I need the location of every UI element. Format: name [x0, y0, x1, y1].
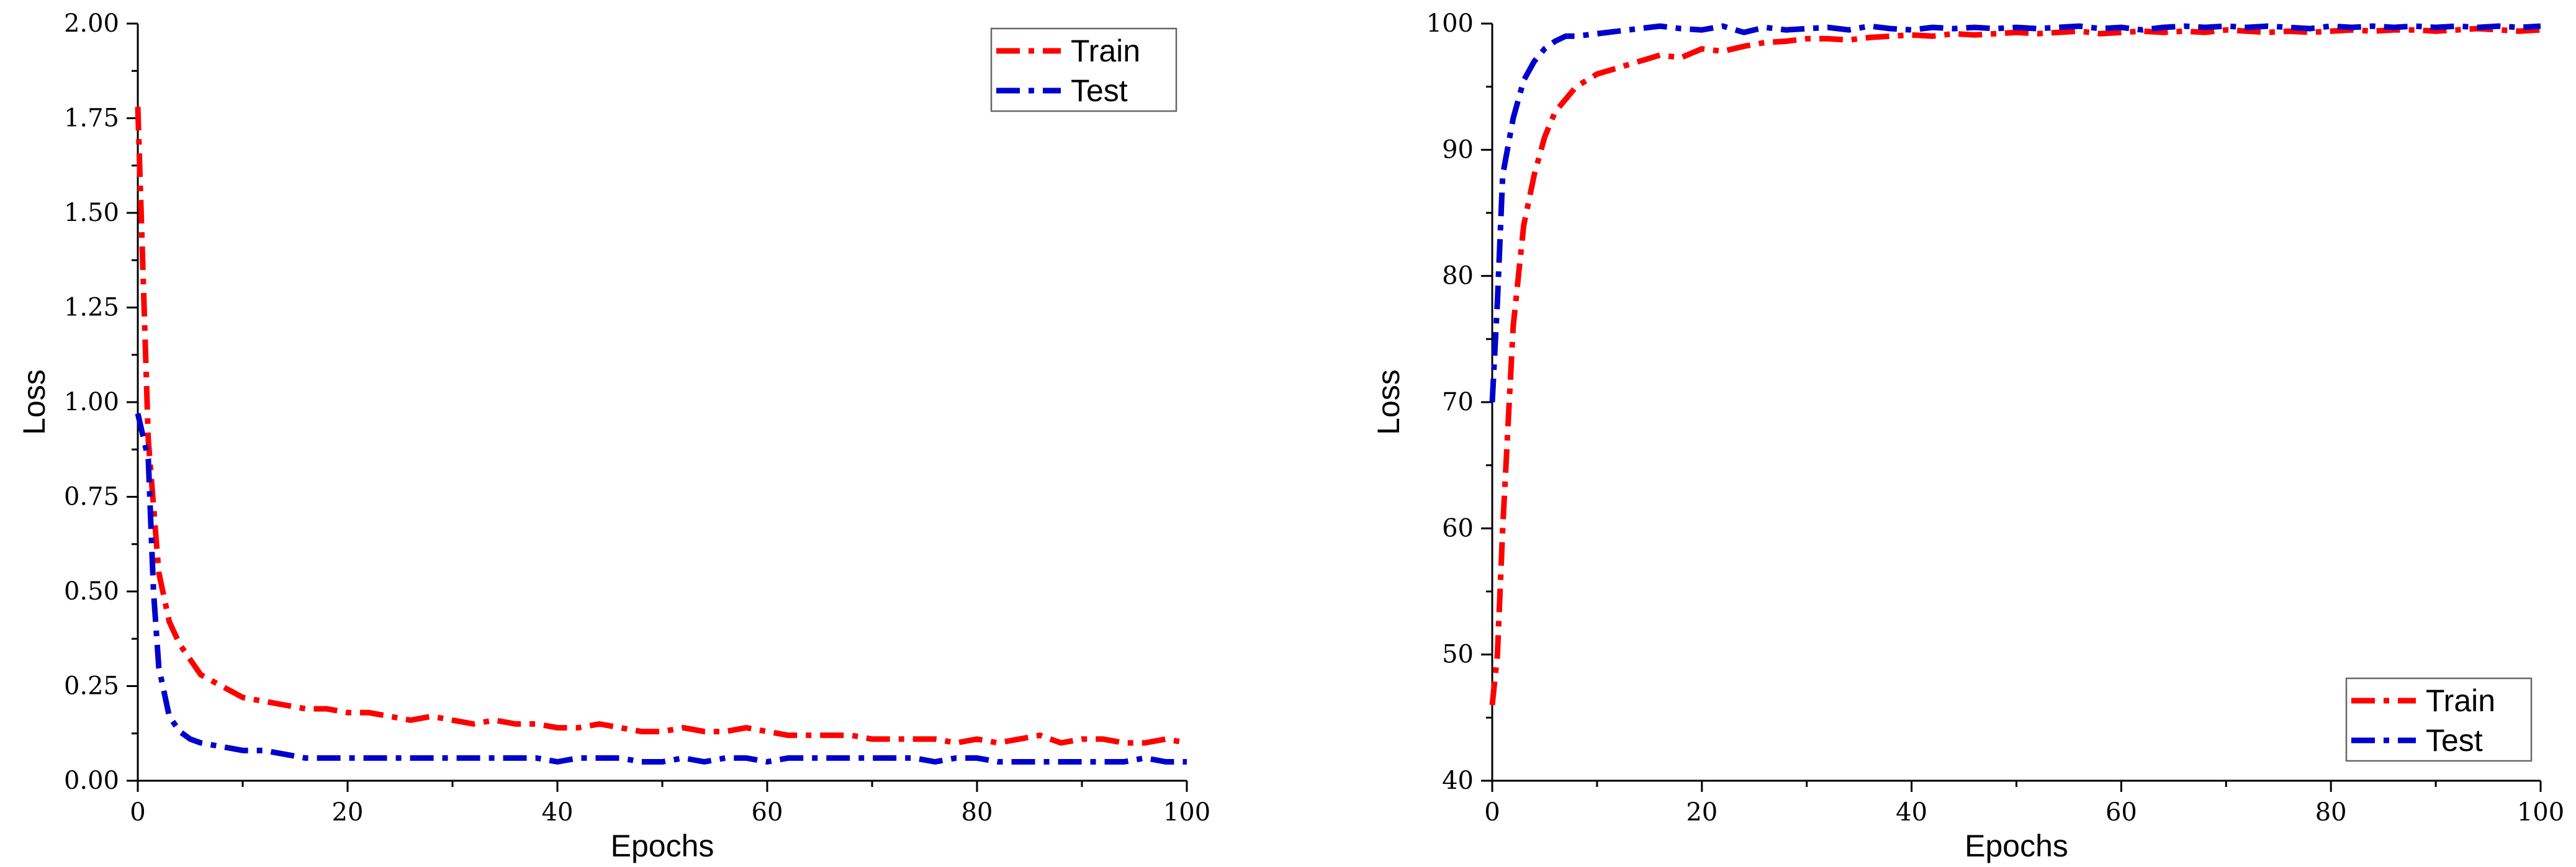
x-tick-label: 100 — [1163, 798, 1210, 827]
x-tick-label: 80 — [961, 798, 993, 827]
y-tick-label: 1.25 — [64, 294, 119, 322]
legend: Train Test — [990, 27, 1178, 112]
y-tick-label: 90 — [1442, 135, 1474, 164]
x-tick-label: 40 — [542, 798, 574, 827]
y-tick-label: 60 — [1442, 514, 1474, 542]
y-tick-label: 1.00 — [64, 388, 119, 416]
y-tick-label: 40 — [1442, 766, 1474, 795]
series-line-train — [135, 107, 1187, 746]
y-tick-label: 70 — [1442, 388, 1474, 416]
y-tick-label: 0.50 — [64, 577, 119, 606]
y-tick-label: 0.75 — [64, 483, 119, 511]
legend-box — [990, 27, 1178, 112]
legend-box — [2345, 677, 2533, 762]
loss-chart-panel: 0.00 0.25 0.50 0.75 1.00 1.25 1.50 1.75 2.00 0 20 4… — [17, 9, 1210, 863]
x-tick-label: 0 — [130, 798, 145, 827]
y-tick-label: 0.00 — [64, 766, 119, 795]
y-tick-label: 1.75 — [64, 104, 119, 133]
y-tick-label: 0.25 — [64, 672, 119, 701]
y-tick-label: 100 — [1426, 9, 1474, 38]
legend: Train Test — [2345, 677, 2533, 762]
series-line-test — [1489, 23, 2541, 403]
y-axis-title: Loss — [17, 369, 52, 435]
x-tick-label: 60 — [752, 798, 783, 827]
accuracy-chart-panel: 40 50 60 70 80 90 100 0 20 40 60 80 100 Epochs Loss Tra… — [1371, 9, 2564, 863]
legend-label-test: Test — [2426, 723, 2483, 758]
legend-label-test: Test — [1071, 73, 1128, 108]
x-axis-title: Epochs — [611, 829, 714, 863]
x-tick-label: 20 — [332, 798, 364, 827]
y-tick-label: 2.00 — [64, 9, 119, 38]
y-axis-title: Loss — [1371, 369, 1406, 435]
series-line-test — [135, 413, 1187, 765]
legend-label-train: Train — [2426, 683, 2495, 718]
y-tick-label: 80 — [1442, 262, 1474, 290]
y-tick-label: 1.50 — [64, 199, 119, 227]
x-tick-label: 40 — [1896, 798, 1927, 827]
x-tick-label: 100 — [2517, 798, 2564, 827]
x-tick-label: 20 — [1686, 798, 1718, 827]
x-tick-label: 80 — [2315, 798, 2347, 827]
legend-label-train: Train — [1071, 34, 1140, 68]
series-line-train — [1489, 25, 2541, 706]
y-tick-label: 50 — [1442, 640, 1474, 669]
x-axis-title: Epochs — [1965, 829, 2068, 863]
x-tick-label: 60 — [2105, 798, 2137, 827]
x-tick-label: 0 — [1484, 798, 1500, 827]
